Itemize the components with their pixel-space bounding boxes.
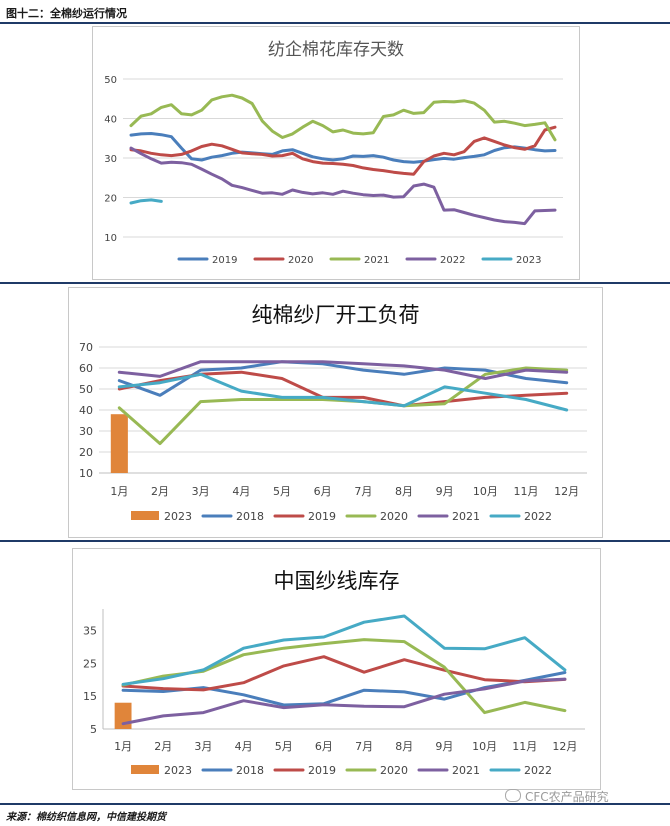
y-tick-label: 40: [104, 115, 117, 126]
series-line-2023: [129, 198, 163, 205]
legend-label-2023: 2023: [516, 255, 541, 266]
legend-label-2022: 2022: [524, 510, 552, 523]
legend-label-2021: 2021: [452, 510, 480, 523]
x-tick-label: 2月: [154, 740, 172, 753]
x-tick-label: 4月: [235, 740, 253, 753]
legend-swatch-2023: [131, 765, 159, 774]
legend-swatch-2023: [131, 511, 159, 520]
x-tick-label: 6月: [314, 485, 332, 498]
legend-label-2019: 2019: [212, 255, 237, 266]
y-tick-label: 25: [83, 657, 97, 670]
x-tick-label: 12月: [554, 485, 579, 498]
y-tick-label: 30: [79, 425, 93, 438]
series-line-2022: [129, 146, 557, 226]
y-tick-label: 15: [83, 690, 97, 703]
x-tick-label: 9月: [435, 740, 453, 753]
chart-title: 纯棉纱厂开工负荷: [252, 303, 420, 327]
legend-label-2022: 2022: [524, 764, 552, 777]
x-tick-label: 11月: [514, 485, 539, 498]
series-line-2021: [121, 677, 567, 726]
y-tick-label: 60: [79, 362, 93, 375]
legend-label-2018: 2018: [236, 510, 264, 523]
legend-label-2021: 2021: [364, 255, 389, 266]
bottom-divider: [0, 803, 670, 805]
series-line-2021: [129, 93, 557, 142]
x-tick-label: 5月: [275, 740, 293, 753]
x-tick-label: 3月: [192, 485, 210, 498]
chart-svg: 纺企棉花库存天数 10 20 30 40 50 2019 2020 2021 2022 2023: [104, 40, 563, 266]
y-tick-label: 70: [79, 341, 93, 354]
watermark-text: CFC农产品研究: [525, 790, 609, 804]
x-tick-label: 2月: [151, 485, 169, 498]
figure-title: 图十二：全棉纱运行情况: [6, 7, 127, 20]
watermark: CFC农产品研究: [505, 788, 609, 805]
legend-label-2020: 2020: [380, 764, 408, 777]
x-tick-label: 3月: [194, 740, 212, 753]
x-tick-label: 7月: [355, 740, 373, 753]
x-tick-label: 10月: [473, 485, 498, 498]
y-tick-label: 10: [104, 233, 117, 244]
y-tick-label: 30: [104, 154, 117, 165]
legend-label-2018: 2018: [236, 764, 264, 777]
x-tick-label: 7月: [354, 485, 372, 498]
x-tick-label: 12月: [552, 740, 577, 753]
legend-label-2023: 2023: [164, 510, 192, 523]
source-note: 来源：棉纺织信息网，中信建投期货: [6, 812, 166, 823]
legend-label-2019: 2019: [308, 764, 336, 777]
chart-svg: 中国纱线库存 5 15 25 35 1月 2月 3月 4月 5月 6月 7月 8月 9月 10月 11月 12月…: [83, 569, 585, 777]
divider-1: [0, 282, 670, 284]
legend-label-2023: 2023: [164, 764, 192, 777]
y-tick-label: 20: [79, 446, 93, 459]
x-tick-label: 1月: [110, 485, 128, 498]
series-line-2020: [121, 638, 567, 715]
y-tick-label: 50: [104, 75, 117, 86]
x-tick-label: 10月: [472, 740, 497, 753]
legend-label-2020: 2020: [288, 255, 313, 266]
legend-label-2021: 2021: [452, 764, 480, 777]
wechat-icon: [505, 789, 521, 802]
x-tick-label: 5月: [273, 485, 291, 498]
chart-title: 中国纱线库存: [274, 569, 400, 593]
y-tick-label: 50: [79, 383, 93, 396]
x-tick-label: 4月: [232, 485, 250, 498]
divider-2: [0, 540, 670, 542]
top-divider: [0, 22, 670, 24]
chart-title: 纺企棉花库存天数: [268, 40, 404, 60]
chart-svg: 纯棉纱厂开工负荷 10 20 30 40 50 60 70 1月 2月 3月 4月 5月 6月 7月 8月 9月…: [79, 303, 587, 523]
series-line-2021: [117, 360, 569, 380]
x-tick-label: 8月: [395, 740, 413, 753]
legend-label-2019: 2019: [308, 510, 336, 523]
legend-label-2022: 2022: [440, 255, 465, 266]
y-tick-label: 20: [104, 194, 117, 205]
series-line-2019: [129, 132, 557, 164]
y-tick-label: 10: [79, 467, 93, 480]
y-tick-label: 35: [83, 624, 97, 637]
chart-panel-cotton-inventory-days: 纺企棉花库存天数 10 20 30 40 50 2019 2020 2021 2022 2023: [92, 26, 580, 280]
series-line-2022: [117, 372, 569, 412]
legend-label-2020: 2020: [380, 510, 408, 523]
series-line-2022: [121, 614, 567, 686]
x-tick-label: 1月: [114, 740, 132, 753]
y-tick-label: 5: [90, 723, 97, 736]
x-tick-label: 6月: [315, 740, 333, 753]
bar-2023: [110, 414, 128, 473]
x-tick-label: 9月: [436, 485, 454, 498]
y-tick-label: 40: [79, 404, 93, 417]
series-line-2020: [129, 125, 557, 176]
series-line-2019: [121, 655, 567, 692]
x-tick-label: 8月: [395, 485, 413, 498]
x-tick-label: 11月: [512, 740, 537, 753]
chart-panel-yarn-inventory: 中国纱线库存 5 15 25 35 1月 2月 3月 4月 5月 6月 7月 8月 9月 10月 11月 12月…: [72, 548, 601, 790]
chart-panel-yarn-mill-load: 纯棉纱厂开工负荷 10 20 30 40 50 60 70 1月 2月 3月 4月 5月 6月 7月 8月 9月…: [68, 287, 603, 538]
